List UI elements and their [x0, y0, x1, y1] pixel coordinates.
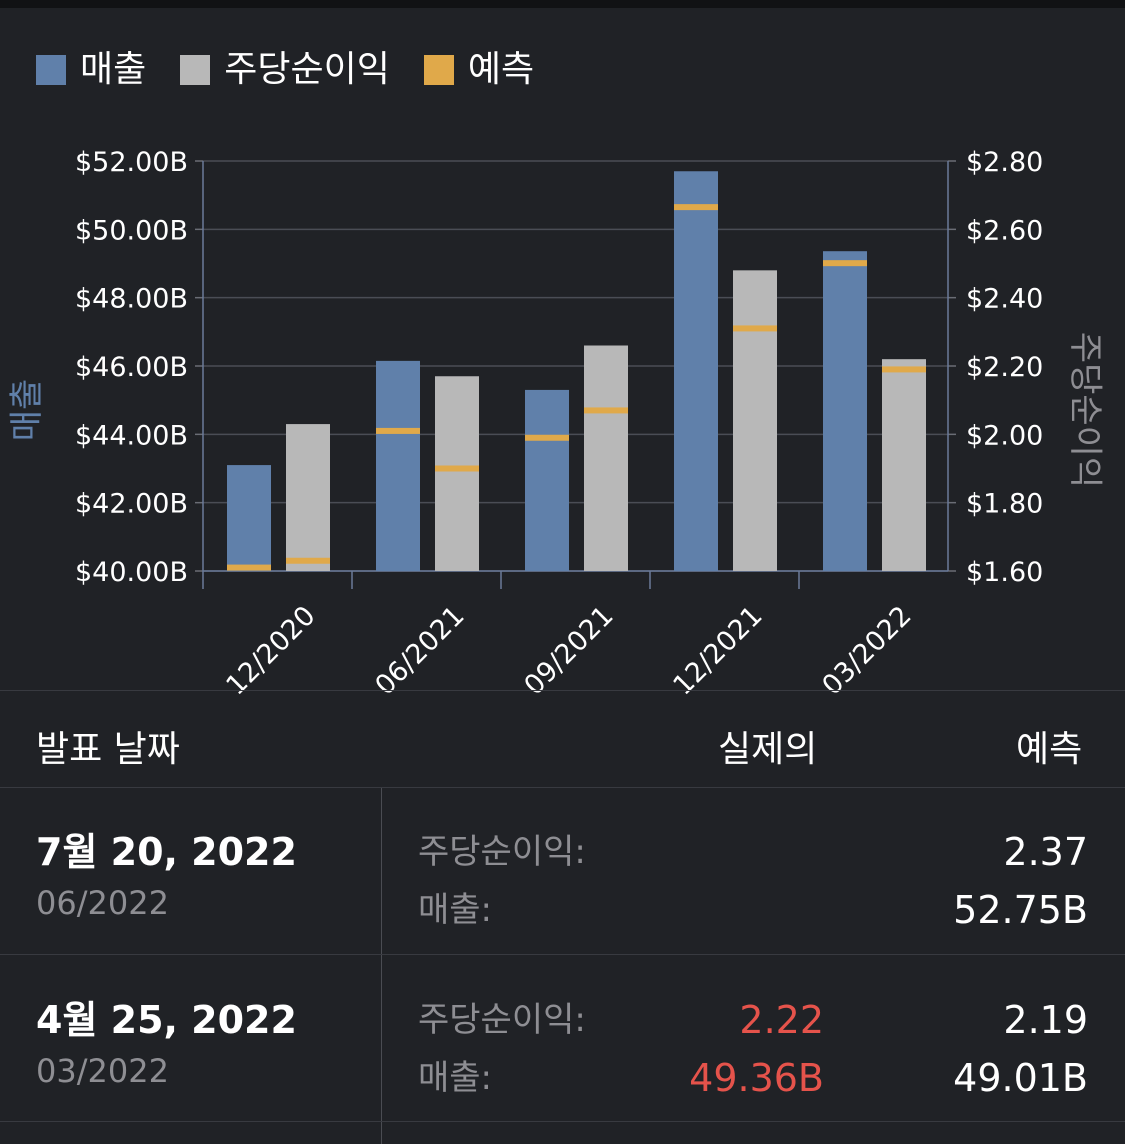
eps-estimate-marker: [435, 465, 479, 472]
y-tick-label-right: $2.00: [966, 420, 1043, 451]
legend-label-estimate: 예측: [467, 49, 535, 90]
eps-bar: [435, 376, 479, 571]
row-eps-label: 주당순이익:: [418, 832, 586, 872]
row-eps-estimate: 2.37: [1003, 830, 1088, 874]
top-bar: [0, 0, 1125, 8]
y-tick-label-right: $2.60: [966, 215, 1043, 246]
revenue-estimate-marker: [823, 260, 867, 267]
eps-bar: [286, 424, 330, 571]
y-tick-label-left: $46.00B: [75, 352, 188, 383]
chart-legend: 매출 주당순이익 예측: [36, 50, 568, 90]
header-estimate: 예측: [1016, 729, 1083, 770]
row-revenue-label: 매출:: [418, 1058, 493, 1098]
x-tick-label: 12/2021: [667, 600, 768, 700]
revenue-estimate-marker: [525, 434, 569, 441]
eps-estimate-marker: [286, 557, 330, 564]
y-axis-title-right: 주당순이익: [1065, 332, 1105, 488]
revenue-estimate-marker: [674, 204, 718, 211]
y-tick-label-right: $2.20: [966, 352, 1043, 383]
legend-item-estimate: 예측: [423, 49, 535, 90]
section-divider: [0, 690, 1125, 691]
legend-label-eps: 주당순이익: [224, 49, 390, 90]
y-tick-label-right: $1.80: [966, 489, 1043, 520]
eps-estimate-marker: [733, 325, 777, 332]
legend-label-revenue: 매출: [80, 49, 147, 90]
row-revenue-estimate: 49.01B: [953, 1056, 1088, 1100]
y-tick-label-left: $44.00B: [75, 420, 188, 451]
eps-bar: [733, 270, 777, 571]
row-divider: [0, 1121, 1125, 1122]
row-date: 7월 20, 2022: [36, 830, 297, 874]
eps-estimate-marker: [882, 366, 926, 373]
y-tick-label-right: $2.40: [966, 284, 1043, 315]
y-tick-label-left: $40.00B: [75, 557, 188, 588]
y-tick-label-left: $42.00B: [75, 489, 188, 520]
eps-estimate-marker: [584, 407, 628, 414]
column-divider: [381, 788, 382, 1144]
row-revenue-estimate: 52.75B: [953, 888, 1088, 932]
row-period: 06/2022: [36, 884, 169, 922]
legend-swatch-eps: [180, 55, 211, 85]
eps-bar: [882, 359, 926, 571]
row-date: 4월 25, 2022: [36, 998, 297, 1042]
x-tick-label: 03/2022: [816, 600, 917, 700]
x-tick-label: 12/2020: [220, 600, 321, 700]
revenue-bar: [823, 251, 867, 571]
y-tick-label-right: $2.80: [966, 147, 1043, 178]
x-tick-label: 09/2021: [518, 600, 619, 700]
earnings-chart: $40.00B $1.60 $42.00B $1.80 $44.00B $2.00 $46.…: [7, 147, 1105, 700]
eps-bar: [584, 345, 628, 571]
row-eps-label: 주당순이익:: [418, 1000, 586, 1040]
revenue-bar: [227, 465, 271, 571]
row-eps-estimate: 2.19: [1003, 998, 1088, 1042]
header-divider: [0, 787, 1125, 788]
revenue-estimate-marker: [376, 427, 420, 434]
row-revenue-actual: 49.36B: [689, 1056, 824, 1100]
legend-item-eps: 주당순이익: [180, 50, 390, 90]
y-axis-title-left: 매출: [7, 379, 47, 442]
row-revenue-label: 매출:: [418, 890, 493, 930]
row-eps-actual: 2.22: [739, 998, 824, 1042]
legend-swatch-estimate: [423, 55, 454, 85]
y-tick-label-right: $1.60: [966, 557, 1043, 588]
x-tick-label: 06/2021: [369, 600, 470, 700]
header-actual: 실제의: [718, 729, 818, 770]
row-divider: [0, 954, 1125, 955]
row-period: 03/2022: [36, 1052, 169, 1090]
header-announce-date: 발표 날짜: [36, 729, 180, 770]
y-tick-label-left: $52.00B: [75, 147, 188, 178]
y-tick-label-left: $48.00B: [75, 284, 188, 315]
revenue-estimate-marker: [227, 564, 271, 571]
revenue-bar: [525, 389, 569, 571]
legend-item-revenue: 매출: [36, 50, 146, 90]
legend-swatch-revenue: [36, 55, 66, 85]
revenue-bar: [376, 360, 420, 571]
revenue-bar: [674, 171, 718, 571]
y-tick-label-left: $50.00B: [75, 215, 188, 246]
